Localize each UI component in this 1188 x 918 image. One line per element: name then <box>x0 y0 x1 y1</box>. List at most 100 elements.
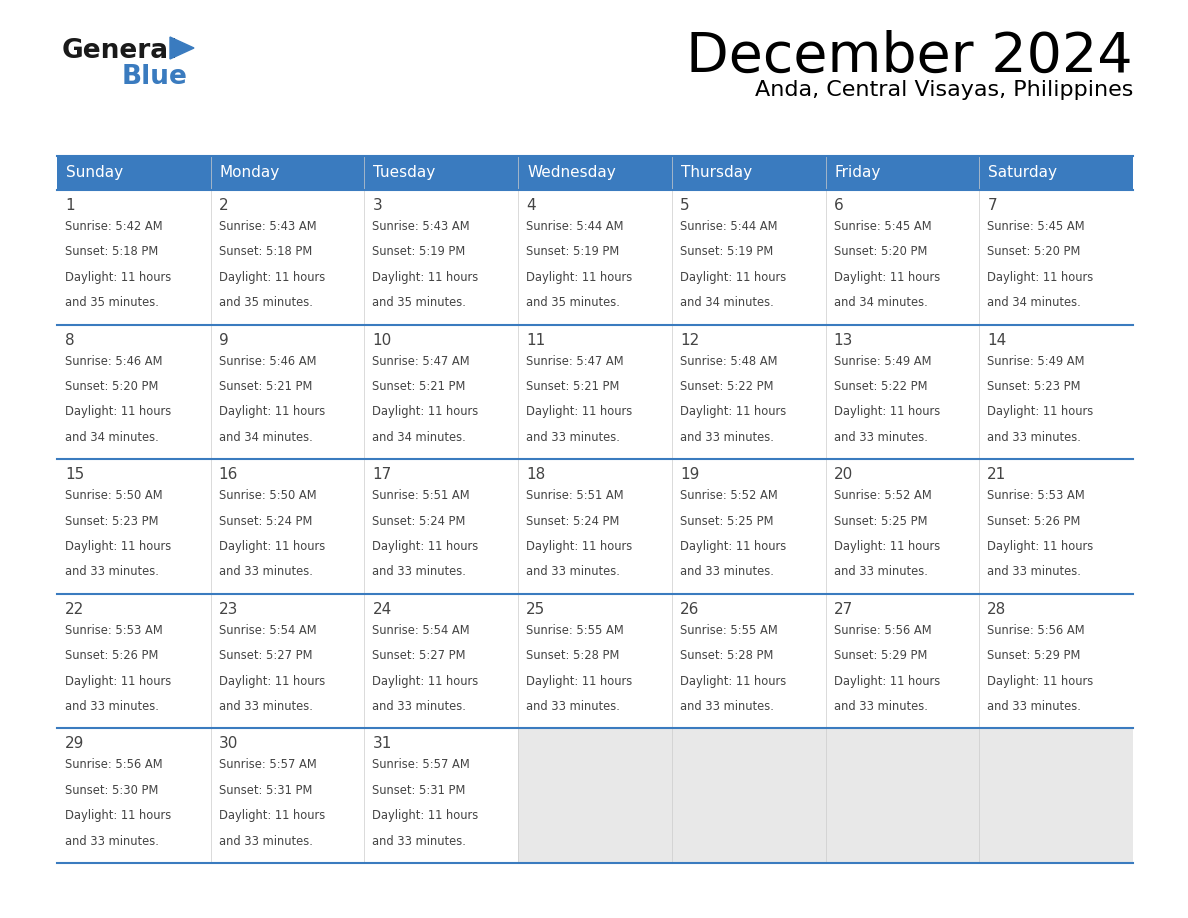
Text: Sunset: 5:22 PM: Sunset: 5:22 PM <box>680 380 773 393</box>
Text: Sunset: 5:20 PM: Sunset: 5:20 PM <box>834 245 927 258</box>
Text: and 33 minutes.: and 33 minutes. <box>219 700 312 713</box>
Text: Sunset: 5:18 PM: Sunset: 5:18 PM <box>65 245 158 258</box>
Bar <box>826 156 979 190</box>
Text: 24: 24 <box>372 602 392 617</box>
Text: Sunrise: 5:53 AM: Sunrise: 5:53 AM <box>987 489 1085 502</box>
Text: Sunset: 5:26 PM: Sunset: 5:26 PM <box>65 649 158 662</box>
Text: Tuesday: Tuesday <box>373 165 436 181</box>
Text: and 34 minutes.: and 34 minutes. <box>834 297 928 309</box>
Text: Daylight: 11 hours: Daylight: 11 hours <box>987 540 1093 553</box>
Text: Daylight: 11 hours: Daylight: 11 hours <box>65 809 171 823</box>
Bar <box>518 459 672 594</box>
Text: Daylight: 11 hours: Daylight: 11 hours <box>372 271 479 284</box>
Text: Sunset: 5:24 PM: Sunset: 5:24 PM <box>526 515 619 528</box>
Text: 2: 2 <box>219 198 228 213</box>
Text: Daylight: 11 hours: Daylight: 11 hours <box>987 675 1093 688</box>
Bar <box>518 325 672 459</box>
Text: Daylight: 11 hours: Daylight: 11 hours <box>219 809 326 823</box>
Text: Sunrise: 5:55 AM: Sunrise: 5:55 AM <box>680 624 778 637</box>
Text: and 33 minutes.: and 33 minutes. <box>834 431 928 443</box>
Text: Sunrise: 5:57 AM: Sunrise: 5:57 AM <box>372 758 470 771</box>
Text: 23: 23 <box>219 602 238 617</box>
Text: Sunrise: 5:51 AM: Sunrise: 5:51 AM <box>526 489 624 502</box>
Text: Daylight: 11 hours: Daylight: 11 hours <box>680 540 786 553</box>
Text: Sunset: 5:30 PM: Sunset: 5:30 PM <box>65 784 158 797</box>
Bar <box>672 325 826 459</box>
Text: 14: 14 <box>987 332 1006 348</box>
Text: 8: 8 <box>65 332 75 348</box>
Text: Sunday: Sunday <box>67 165 124 181</box>
Text: 30: 30 <box>219 736 238 752</box>
Text: Daylight: 11 hours: Daylight: 11 hours <box>372 809 479 823</box>
Text: 12: 12 <box>680 332 699 348</box>
Text: 28: 28 <box>987 602 1006 617</box>
Bar <box>672 594 826 728</box>
Text: Sunrise: 5:46 AM: Sunrise: 5:46 AM <box>65 354 163 367</box>
Text: and 33 minutes.: and 33 minutes. <box>680 431 773 443</box>
Text: and 35 minutes.: and 35 minutes. <box>526 297 620 309</box>
Text: and 33 minutes.: and 33 minutes. <box>987 565 1081 578</box>
Text: 4: 4 <box>526 198 536 213</box>
Text: Sunrise: 5:55 AM: Sunrise: 5:55 AM <box>526 624 624 637</box>
Bar <box>979 190 1133 325</box>
Bar <box>210 325 365 459</box>
Text: Daylight: 11 hours: Daylight: 11 hours <box>219 675 326 688</box>
Text: Sunset: 5:20 PM: Sunset: 5:20 PM <box>65 380 158 393</box>
Text: Sunrise: 5:56 AM: Sunrise: 5:56 AM <box>987 624 1085 637</box>
Bar <box>57 190 210 325</box>
Text: Sunset: 5:24 PM: Sunset: 5:24 PM <box>219 515 312 528</box>
Text: Daylight: 11 hours: Daylight: 11 hours <box>219 540 326 553</box>
Text: and 33 minutes.: and 33 minutes. <box>987 431 1081 443</box>
Bar <box>210 459 365 594</box>
Bar <box>210 156 365 190</box>
Text: and 33 minutes.: and 33 minutes. <box>526 431 620 443</box>
Text: 29: 29 <box>65 736 84 752</box>
Text: Sunset: 5:26 PM: Sunset: 5:26 PM <box>987 515 1081 528</box>
Text: Daylight: 11 hours: Daylight: 11 hours <box>65 406 171 419</box>
Text: Daylight: 11 hours: Daylight: 11 hours <box>834 406 940 419</box>
Text: Daylight: 11 hours: Daylight: 11 hours <box>680 406 786 419</box>
Text: Sunrise: 5:49 AM: Sunrise: 5:49 AM <box>834 354 931 367</box>
Text: Sunset: 5:21 PM: Sunset: 5:21 PM <box>219 380 312 393</box>
Text: Daylight: 11 hours: Daylight: 11 hours <box>526 540 632 553</box>
Text: Daylight: 11 hours: Daylight: 11 hours <box>526 271 632 284</box>
Text: and 34 minutes.: and 34 minutes. <box>372 431 466 443</box>
Text: Sunset: 5:28 PM: Sunset: 5:28 PM <box>680 649 773 662</box>
Text: Sunset: 5:27 PM: Sunset: 5:27 PM <box>219 649 312 662</box>
Bar <box>826 459 979 594</box>
Text: 31: 31 <box>372 736 392 752</box>
Text: Sunset: 5:19 PM: Sunset: 5:19 PM <box>526 245 619 258</box>
Text: Sunset: 5:23 PM: Sunset: 5:23 PM <box>987 380 1081 393</box>
Text: 25: 25 <box>526 602 545 617</box>
Text: 5: 5 <box>680 198 689 213</box>
Text: 3: 3 <box>372 198 383 213</box>
Text: Monday: Monday <box>220 165 280 181</box>
Text: Sunset: 5:20 PM: Sunset: 5:20 PM <box>987 245 1081 258</box>
Text: 18: 18 <box>526 467 545 482</box>
Bar <box>826 325 979 459</box>
Text: 17: 17 <box>372 467 392 482</box>
Text: Sunrise: 5:49 AM: Sunrise: 5:49 AM <box>987 354 1085 367</box>
Text: and 33 minutes.: and 33 minutes. <box>680 565 773 578</box>
Text: and 33 minutes.: and 33 minutes. <box>834 565 928 578</box>
Text: and 33 minutes.: and 33 minutes. <box>219 834 312 847</box>
Text: Sunset: 5:31 PM: Sunset: 5:31 PM <box>372 784 466 797</box>
Bar <box>979 728 1133 863</box>
Text: and 33 minutes.: and 33 minutes. <box>987 700 1081 713</box>
Text: Daylight: 11 hours: Daylight: 11 hours <box>372 675 479 688</box>
Text: 6: 6 <box>834 198 843 213</box>
Text: Sunset: 5:25 PM: Sunset: 5:25 PM <box>834 515 927 528</box>
Bar <box>365 190 518 325</box>
Text: 9: 9 <box>219 332 228 348</box>
Bar <box>57 728 210 863</box>
Text: Sunset: 5:24 PM: Sunset: 5:24 PM <box>372 515 466 528</box>
Bar <box>365 594 518 728</box>
Bar <box>672 459 826 594</box>
Bar <box>57 594 210 728</box>
Text: Daylight: 11 hours: Daylight: 11 hours <box>372 406 479 419</box>
Text: 26: 26 <box>680 602 700 617</box>
Text: Wednesday: Wednesday <box>527 165 615 181</box>
Text: Sunset: 5:29 PM: Sunset: 5:29 PM <box>834 649 927 662</box>
Text: and 33 minutes.: and 33 minutes. <box>65 834 159 847</box>
Bar <box>518 156 672 190</box>
